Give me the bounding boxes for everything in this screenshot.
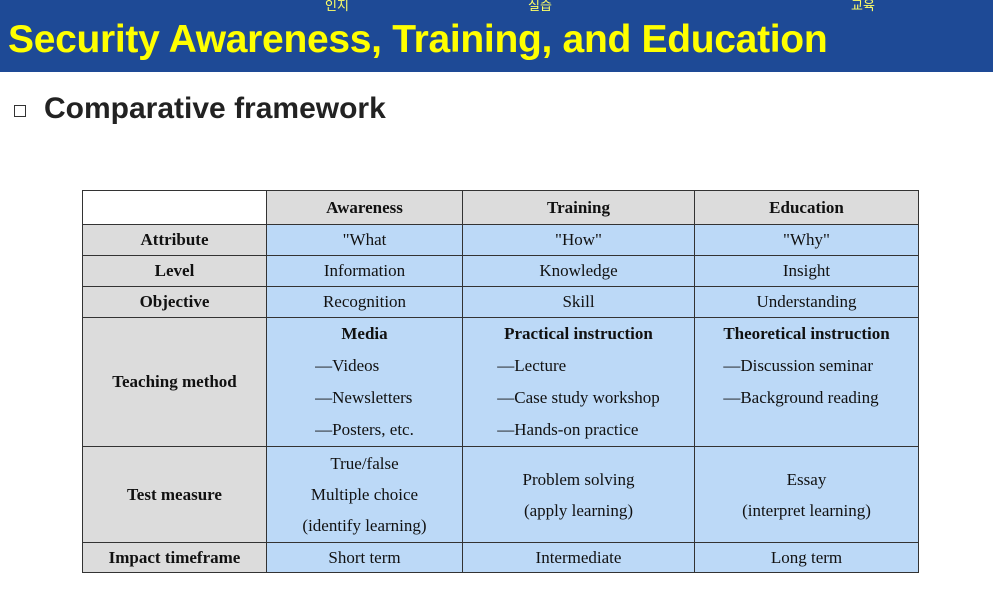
test-line: Essay: [786, 469, 827, 489]
teaching-list: Media —Videos —Newsletters —Posters, etc…: [315, 318, 414, 446]
table-cell: Media —Videos —Newsletters —Posters, etc…: [266, 317, 463, 447]
list-item: —Discussion seminar: [723, 356, 873, 375]
subheading-text: Comparative framework: [44, 92, 386, 125]
table-header-row: Awareness Training Education: [82, 190, 919, 225]
title-bar: 인지 실습 교육 Security Awareness, Training, a…: [0, 0, 993, 72]
table-cell: Problem solving (apply learning): [462, 446, 695, 543]
subheading: Comparative framework: [14, 92, 386, 126]
list-item: —Background reading: [723, 388, 879, 407]
table-row: Impact timeframe Short term Intermediate…: [82, 542, 919, 573]
list-item: —Posters, etc.: [315, 420, 414, 439]
table-cell: Skill: [462, 286, 695, 318]
comparison-table: Awareness Training Education Attribute "…: [82, 190, 919, 573]
table-cell: Theoretical instruction —Discussion semi…: [694, 317, 919, 447]
annotation-training: 실습: [528, 0, 552, 14]
table-cell: Knowledge: [462, 255, 695, 287]
table-cell: Practical instruction —Lecture —Case stu…: [462, 317, 695, 447]
table-row: Level Information Knowledge Insight: [82, 255, 919, 287]
test-line: Multiple choice: [310, 485, 419, 504]
table-cell: Short term: [266, 542, 463, 573]
table-cell: Recognition: [266, 286, 463, 318]
teaching-title: Media: [341, 324, 388, 343]
table-row: Objective Recognition Skill Understandin…: [82, 286, 919, 318]
list-item: —Hands-on practice: [497, 420, 639, 439]
row-header-attribute: Attribute: [82, 224, 267, 256]
teaching-list: Practical instruction —Lecture —Case stu…: [497, 318, 659, 446]
row-header-level: Level: [82, 255, 267, 287]
table-cell: "Why": [694, 224, 919, 256]
teaching-title: Theoretical instruction: [723, 324, 890, 343]
table-cell: "How": [462, 224, 695, 256]
table-cell: Intermediate: [462, 542, 695, 573]
table-cell: Essay (interpret learning): [694, 446, 919, 543]
column-header-education: Education: [694, 190, 919, 225]
square-bullet-icon: [14, 105, 26, 117]
teaching-title: Practical instruction: [504, 324, 653, 343]
table-cell: Long term: [694, 542, 919, 573]
column-header-awareness: Awareness: [266, 190, 463, 225]
table-row: Teaching method Media —Videos —Newslette…: [82, 317, 919, 447]
table-cell: "What: [266, 224, 463, 256]
table-row: Attribute "What "How" "Why": [82, 224, 919, 256]
row-header-teaching-method: Teaching method: [82, 317, 267, 447]
test-line: (identify learning): [302, 516, 427, 535]
page-title: Security Awareness, Training, and Educat…: [8, 18, 828, 61]
list-item: —Case study workshop: [497, 388, 660, 407]
list-item: —Videos: [315, 356, 380, 375]
table-cell: True/false Multiple choice (identify lea…: [266, 446, 463, 543]
table-cell: Information: [266, 255, 463, 287]
test-line: (interpret learning): [742, 500, 871, 520]
annotation-education: 교육: [851, 0, 875, 14]
table-cell: Understanding: [694, 286, 919, 318]
list-item: —Lecture: [497, 356, 567, 375]
table-row: Test measure True/false Multiple choice …: [82, 446, 919, 543]
row-header-test-measure: Test measure: [82, 446, 267, 543]
teaching-list: Theoretical instruction —Discussion semi…: [723, 318, 889, 414]
table-cell: Insight: [694, 255, 919, 287]
table-corner: [82, 190, 267, 225]
list-item: —Newsletters: [315, 388, 413, 407]
column-header-training: Training: [462, 190, 695, 225]
test-line: True/false: [330, 454, 399, 473]
annotation-awareness: 인지: [325, 0, 349, 14]
test-line: (apply learning): [523, 500, 634, 520]
row-header-impact-timeframe: Impact timeframe: [82, 542, 267, 573]
row-header-objective: Objective: [82, 286, 267, 318]
test-line: Problem solving: [522, 469, 635, 489]
